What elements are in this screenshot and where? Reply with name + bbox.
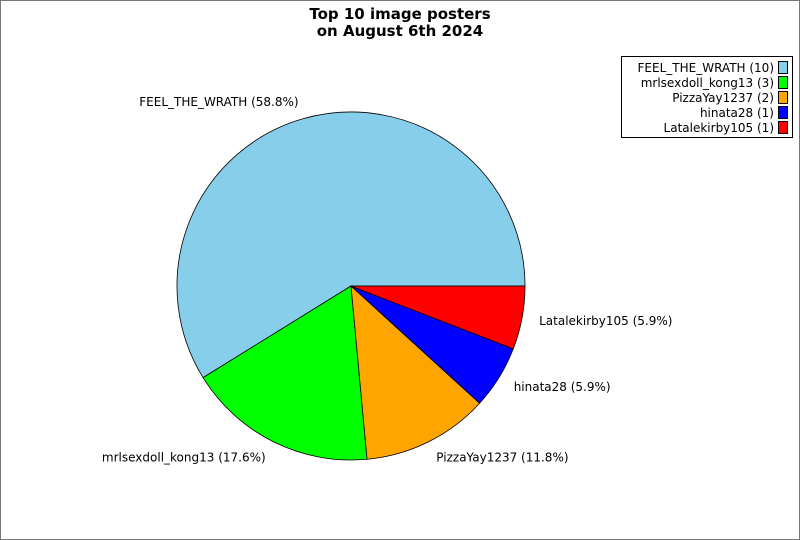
legend-swatch [778, 106, 788, 119]
chart-title-line-2: on August 6th 2024 [316, 22, 484, 40]
pie-slice-label: mrlsexdoll_kong13 (17.6%) [102, 450, 266, 464]
legend-swatch [778, 76, 788, 89]
pie-slice [350, 285, 481, 460]
legend-swatch [778, 121, 788, 134]
pie-slice-label: FEEL_THE_WRATH (58.8%) [139, 95, 298, 109]
pie-slice [176, 111, 526, 379]
legend: FEEL_THE_WRATH (10) mrlsexdoll_kong13 (3… [621, 56, 793, 138]
legend-label: FEEL_THE_WRATH (10) [637, 60, 774, 75]
pie-slice-label: Latalekirby105 (5.9%) [539, 314, 672, 328]
legend-item: Latalekirby105 (1) [622, 120, 792, 135]
pie-slice [350, 285, 526, 350]
legend-item: mrlsexdoll_kong13 (3) [622, 75, 792, 90]
legend-label: hinata28 (1) [699, 105, 774, 120]
pie-slice-label: hinata28 (5.9%) [514, 380, 611, 394]
legend-item: FEEL_THE_WRATH (10) [622, 60, 792, 75]
legend-label: PizzaYay1237 (2) [672, 90, 774, 105]
legend-item: PizzaYay1237 (2) [622, 90, 792, 105]
pie-slice [202, 285, 368, 461]
legend-swatch [778, 91, 788, 104]
legend-label: Latalekirby105 (1) [663, 120, 774, 135]
chart-title-line-1: Top 10 image posters [309, 5, 491, 23]
legend-swatch [778, 61, 788, 74]
pie-slice-label: PizzaYay1237 (11.8%) [436, 450, 568, 464]
legend-item: hinata28 (1) [622, 105, 792, 120]
legend-label: mrlsexdoll_kong13 (3) [640, 75, 774, 90]
